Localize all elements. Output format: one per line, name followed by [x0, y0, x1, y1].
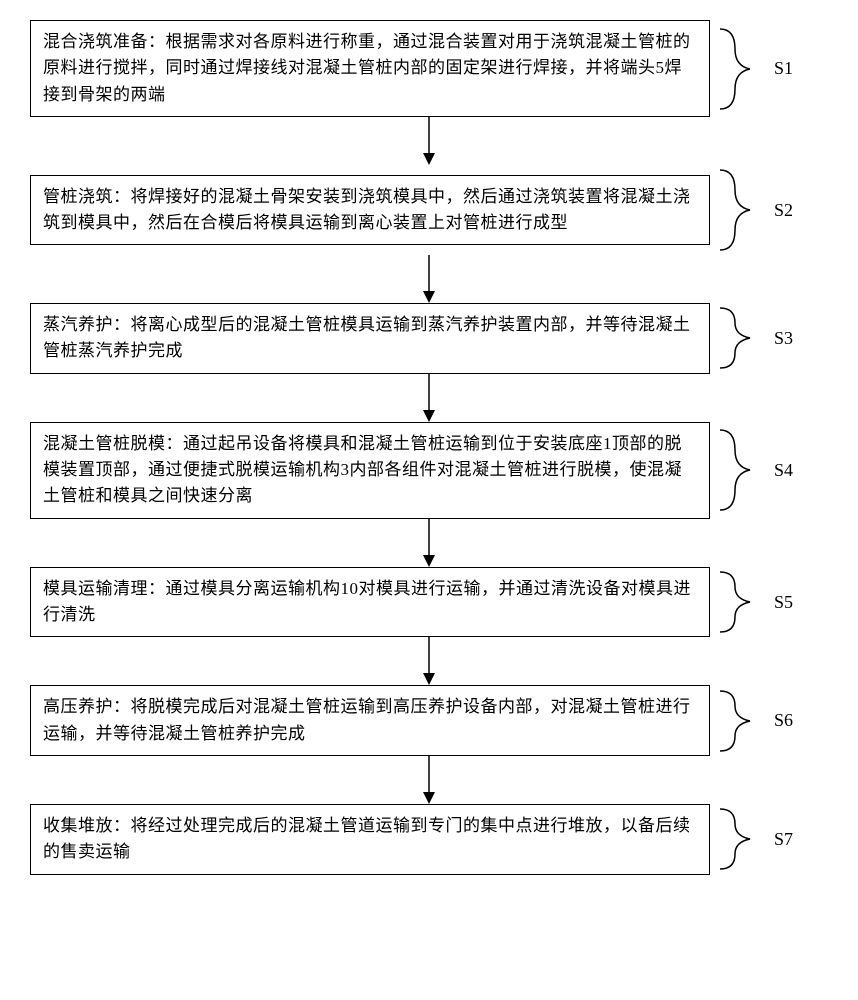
arrow — [89, 519, 769, 567]
step-label-1: S1 — [774, 58, 793, 79]
step-label-4: S4 — [774, 460, 793, 481]
arrow — [89, 756, 769, 804]
arrow — [89, 117, 769, 165]
step-label-3: S3 — [774, 328, 793, 349]
curly-brace — [710, 165, 770, 255]
step-box-3: 蒸汽养护：将离心成型后的混凝土管桩模具运输到蒸汽养护装置内部，并等待混凝土管桩蒸… — [30, 303, 710, 374]
curly-brace — [710, 804, 770, 874]
step-box-6: 高压养护：将脱模完成后对混凝土管桩运输到高压养护设备内部，对混凝土管桩进行运输，… — [30, 685, 710, 756]
step-label-6: S6 — [774, 710, 793, 731]
step-box-7: 收集堆放：将经过处理完成后的混凝土管道运输到专门的集中点进行堆放，以备后续的售卖… — [30, 804, 710, 875]
step-row: 混合浇筑准备：根据需求对各原料进行称重，通过混合装置对用于浇筑混凝土管桩的原料进… — [30, 20, 828, 117]
step-box-2: 管桩浇筑：将焊接好的混凝土骨架安装到浇筑模具中，然后通过浇筑装置将混凝土浇筑到模… — [30, 175, 710, 246]
step-label-5: S5 — [774, 592, 793, 613]
flowchart: 混合浇筑准备：根据需求对各原料进行称重，通过混合装置对用于浇筑混凝土管桩的原料进… — [30, 20, 828, 875]
curly-brace — [710, 303, 770, 373]
step-row: 模具运输清理：通过模具分离运输机构10对模具进行运输，并通过清洗设备对模具进行清… — [30, 567, 828, 638]
curly-brace — [710, 567, 770, 637]
arrow — [89, 374, 769, 422]
step-box-1: 混合浇筑准备：根据需求对各原料进行称重，通过混合装置对用于浇筑混凝土管桩的原料进… — [30, 20, 710, 117]
step-box-5: 模具运输清理：通过模具分离运输机构10对模具进行运输，并通过清洗设备对模具进行清… — [30, 567, 710, 638]
arrow — [89, 255, 769, 303]
step-row: 蒸汽养护：将离心成型后的混凝土管桩模具运输到蒸汽养护装置内部，并等待混凝土管桩蒸… — [30, 303, 828, 374]
curly-brace — [710, 425, 770, 515]
step-label-2: S2 — [774, 200, 793, 221]
step-row: 高压养护：将脱模完成后对混凝土管桩运输到高压养护设备内部，对混凝土管桩进行运输，… — [30, 685, 828, 756]
curly-brace — [710, 24, 770, 114]
curly-brace — [710, 686, 770, 756]
step-box-4: 混凝土管桩脱模：通过起吊设备将模具和混凝土管桩运输到位于安装底座1顶部的脱模装置… — [30, 422, 710, 519]
step-row: 混凝土管桩脱模：通过起吊设备将模具和混凝土管桩运输到位于安装底座1顶部的脱模装置… — [30, 422, 828, 519]
arrow — [89, 637, 769, 685]
step-row: 收集堆放：将经过处理完成后的混凝土管道运输到专门的集中点进行堆放，以备后续的售卖… — [30, 804, 828, 875]
step-label-7: S7 — [774, 829, 793, 850]
step-row: 管桩浇筑：将焊接好的混凝土骨架安装到浇筑模具中，然后通过浇筑装置将混凝土浇筑到模… — [30, 165, 828, 255]
